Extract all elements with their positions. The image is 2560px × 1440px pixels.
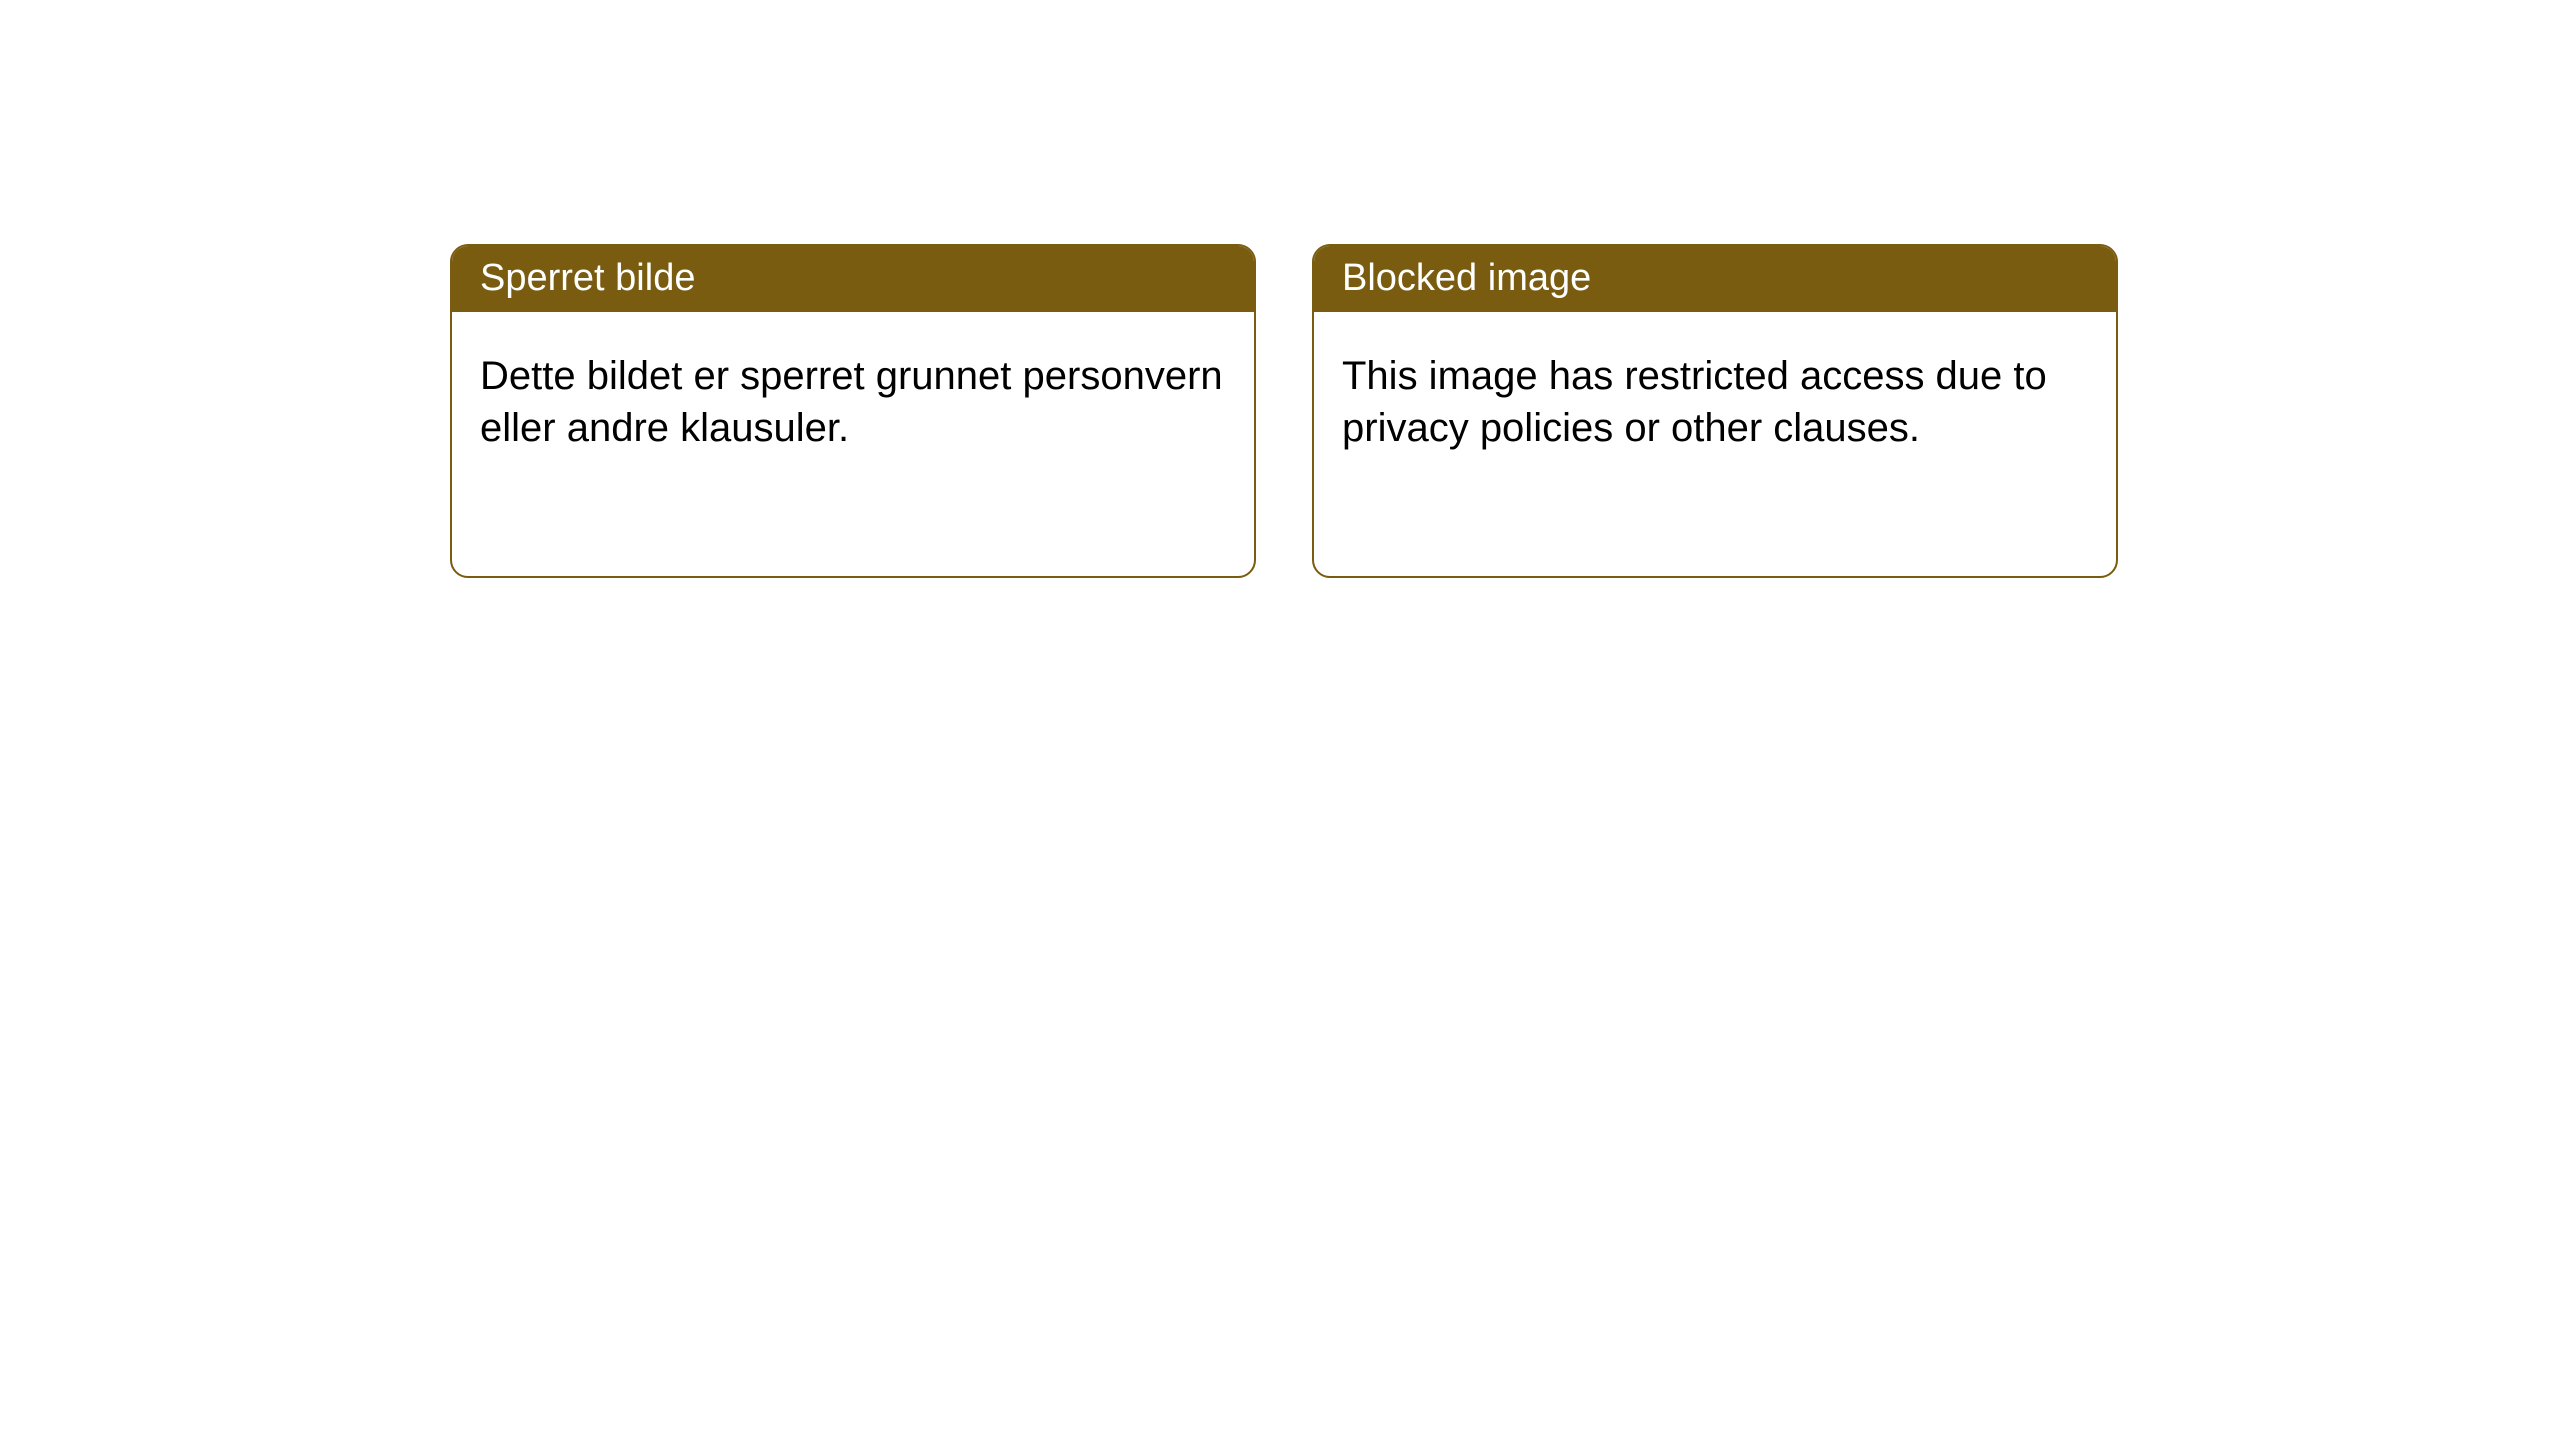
notice-body-text: This image has restricted access due to … [1342, 354, 2047, 450]
notice-container: Sperret bilde Dette bildet er sperret gr… [0, 0, 2560, 578]
notice-body-text: Dette bildet er sperret grunnet personve… [480, 354, 1223, 450]
notice-title: Blocked image [1342, 257, 1591, 299]
notice-card-body: This image has restricted access due to … [1314, 312, 2116, 492]
notice-card-norwegian: Sperret bilde Dette bildet er sperret gr… [450, 244, 1256, 578]
notice-card-header: Blocked image [1314, 246, 2116, 312]
notice-card-english: Blocked image This image has restricted … [1312, 244, 2118, 578]
notice-card-body: Dette bildet er sperret grunnet personve… [452, 312, 1254, 492]
notice-title: Sperret bilde [480, 257, 695, 299]
notice-card-header: Sperret bilde [452, 246, 1254, 312]
